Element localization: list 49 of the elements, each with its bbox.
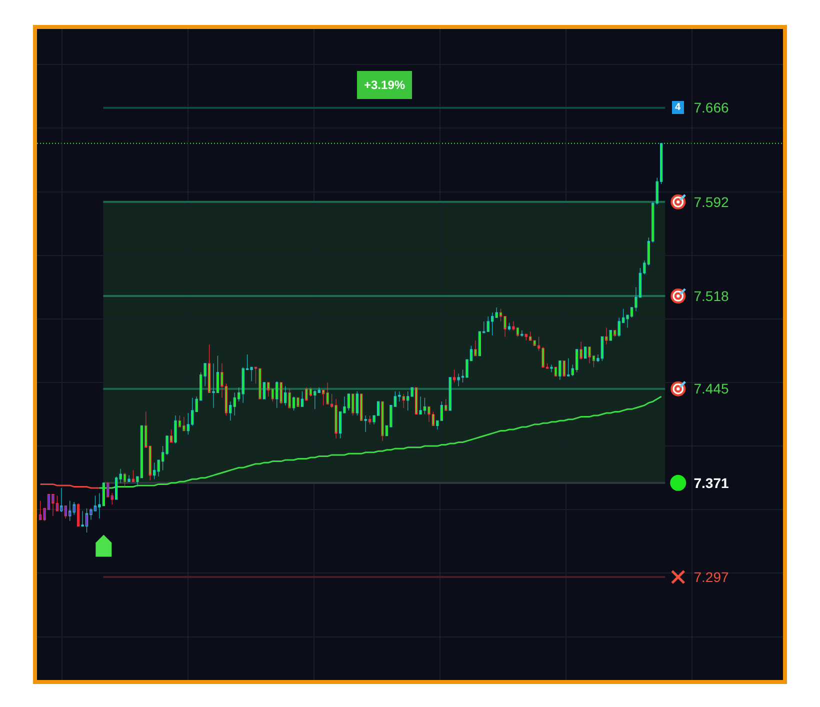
candlestick bbox=[85, 508, 88, 533]
candlestick bbox=[609, 330, 612, 341]
candlestick bbox=[508, 322, 511, 331]
candlestick bbox=[562, 360, 566, 376]
candlestick bbox=[284, 386, 287, 406]
candlestick bbox=[558, 360, 562, 380]
candlestick bbox=[38, 500, 42, 520]
candlestick bbox=[182, 416, 186, 432]
candlestick bbox=[280, 382, 282, 404]
candlestick bbox=[52, 494, 54, 516]
y-tick-label: 7.445 bbox=[694, 380, 729, 397]
candlestick bbox=[368, 415, 372, 425]
candlestick bbox=[174, 415, 177, 444]
candlestick bbox=[352, 394, 354, 416]
candlestick bbox=[314, 390, 316, 410]
candlestick bbox=[132, 470, 135, 482]
candlestick bbox=[550, 364, 553, 373]
candlestick bbox=[567, 358, 570, 376]
y-tick-label: 7.592 bbox=[694, 194, 729, 210]
candlestick bbox=[68, 500, 72, 522]
candlestick bbox=[520, 330, 524, 337]
candlestick bbox=[364, 415, 367, 432]
candlestick bbox=[123, 472, 126, 488]
candlestick bbox=[406, 391, 410, 411]
candlestick bbox=[128, 474, 130, 482]
candlestick bbox=[588, 346, 591, 364]
annotation: +3.19% bbox=[364, 78, 406, 92]
text: 4 bbox=[675, 102, 681, 113]
candlestick bbox=[208, 344, 211, 393]
candlestick bbox=[326, 382, 329, 404]
candlestick bbox=[448, 377, 452, 411]
candlestick bbox=[76, 502, 80, 526]
candlestick bbox=[300, 391, 304, 407]
candlestick bbox=[360, 394, 363, 421]
candlestick bbox=[452, 369, 456, 383]
candlestick bbox=[457, 373, 460, 387]
candlestick bbox=[276, 380, 278, 408]
candlestick bbox=[486, 316, 490, 332]
y-tick-label: 7.518 bbox=[694, 288, 729, 304]
y-tick-label: 7.297 bbox=[694, 568, 729, 585]
y-tick-label: 7.666 bbox=[694, 100, 729, 116]
candlestick bbox=[381, 401, 384, 442]
candlestick bbox=[402, 394, 405, 408]
line-series bbox=[98, 396, 662, 489]
candlestick bbox=[258, 368, 262, 400]
candlestick bbox=[524, 334, 528, 341]
y-tick-label: 7.371 bbox=[694, 474, 729, 491]
candlestick bbox=[288, 388, 291, 408]
candlestick bbox=[414, 387, 418, 415]
